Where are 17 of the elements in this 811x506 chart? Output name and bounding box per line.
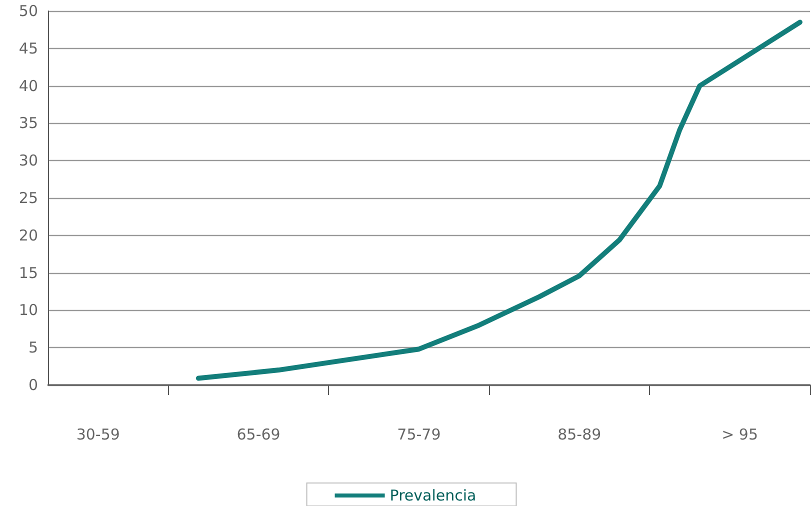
y-tick-label: 50: [18, 2, 38, 20]
x-tick-label: 85-89: [558, 426, 602, 444]
x-tick-label: 65-69: [236, 426, 280, 444]
y-tick-label: 0: [28, 376, 38, 394]
x-tick-label: 75-79: [397, 426, 441, 444]
y-tick-label: 25: [18, 189, 38, 207]
y-tick-label: 45: [18, 39, 38, 58]
y-tick-label: 40: [18, 76, 38, 95]
y-tick-label: 15: [18, 264, 38, 282]
x-tick-label: 30-59: [76, 426, 120, 444]
x-tick-label: > 95: [722, 426, 758, 444]
y-tick-label: 10: [18, 301, 38, 320]
y-tick-label: 5: [28, 338, 38, 357]
y-tick-label: 30: [18, 152, 38, 170]
y-tick-label: 35: [18, 114, 38, 132]
legend-label: Prevalencia: [390, 486, 476, 504]
y-tick-label: 20: [18, 226, 38, 244]
